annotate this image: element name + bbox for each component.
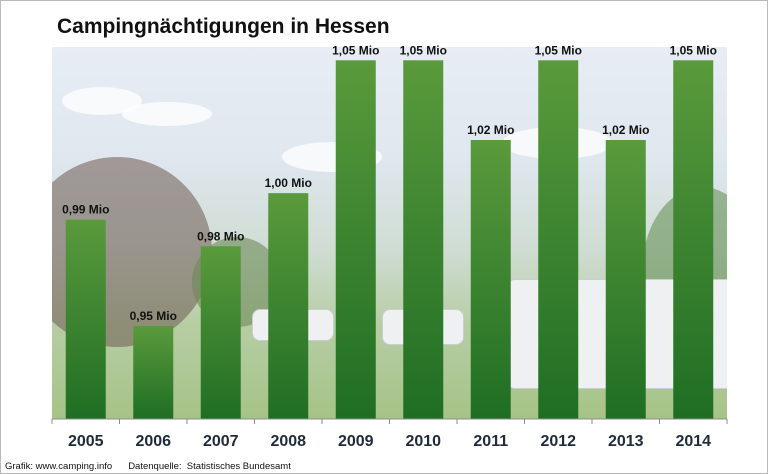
footer: Grafik: www.camping.info Datenquelle: Sta… — [5, 461, 291, 472]
credit-text: Grafik: www.camping.info — [5, 461, 113, 472]
chart-title: Campingnächtigungen in Hessen — [57, 15, 390, 38]
x-tick-label-2006: 2006 — [135, 433, 171, 450]
bar-2008 — [268, 193, 309, 419]
x-tick-label-2014: 2014 — [675, 433, 711, 450]
bar-2006 — [133, 326, 174, 419]
bar-2014 — [673, 60, 714, 420]
bar-2007 — [200, 246, 241, 419]
x-tick-label-2011: 2011 — [473, 433, 508, 450]
x-tick-label-2008: 2008 — [270, 433, 306, 450]
bar-2011 — [470, 140, 511, 419]
data-label-2010: 1,05 Mio — [400, 43, 447, 57]
data-label-2014: 1,05 Mio — [670, 43, 717, 57]
bar-2010 — [403, 60, 444, 420]
x-tick-label-2010: 2010 — [405, 433, 441, 450]
x-tick-label-2005: 2005 — [68, 433, 104, 450]
x-tick-label-2007: 2007 — [203, 433, 239, 450]
data-label-2011: 1,02 Mio — [467, 123, 514, 137]
data-label-2006: 0,95 Mio — [130, 309, 177, 323]
x-tick-label-2009: 2009 — [338, 433, 374, 450]
bar-2012 — [538, 60, 579, 420]
source-text: Datenquelle: Statistisches Bundesamt — [128, 461, 291, 472]
bar-2009 — [335, 60, 376, 420]
data-label-2007: 0,98 Mio — [197, 229, 244, 243]
data-label-2008: 1,00 Mio — [265, 176, 312, 190]
data-label-2005: 0,99 Mio — [62, 203, 109, 217]
data-label-2009: 1,05 Mio — [332, 43, 379, 57]
x-tick-label-2012: 2012 — [540, 433, 576, 450]
data-label-2013: 1,02 Mio — [602, 123, 649, 137]
bar-2013 — [605, 140, 646, 419]
x-tick-label-2013: 2013 — [608, 433, 644, 450]
data-label-2012: 1,05 Mio — [535, 43, 582, 57]
bar-2005 — [65, 219, 106, 419]
